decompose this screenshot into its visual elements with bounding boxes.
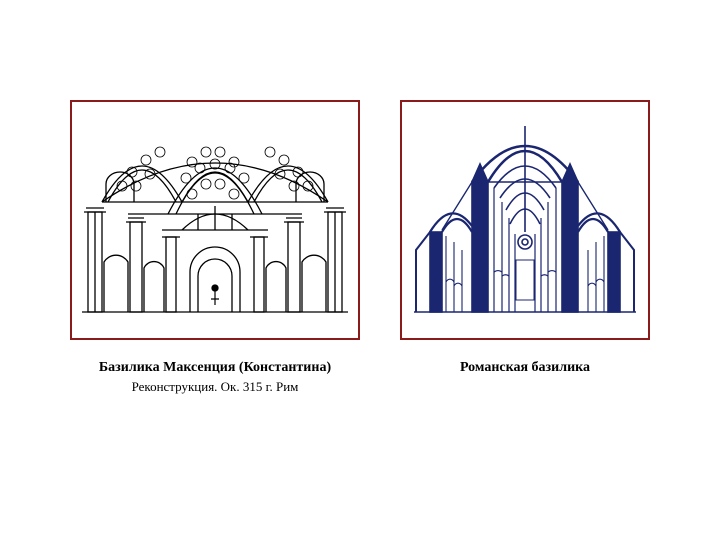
figure-right: Романская базилика — [400, 100, 650, 396]
figure-container: Базилика Максенция (Константина) Реконст… — [0, 0, 720, 396]
image-frame-left — [70, 100, 360, 340]
caption-right: Романская базилика — [460, 358, 590, 378]
caption-left-subtitle: Реконструкция. Ок. 315 г. Рим — [99, 378, 331, 396]
caption-left-title: Базилика Максенция (Константина) — [99, 358, 331, 378]
image-frame-right — [400, 100, 650, 340]
figure-left: Базилика Максенция (Константина) Реконст… — [70, 100, 360, 396]
basilica-maxentius-drawing — [72, 102, 358, 338]
caption-left: Базилика Максенция (Константина) Реконст… — [99, 358, 331, 396]
caption-right-title: Романская базилика — [460, 358, 590, 378]
romanesque-basilica-drawing — [402, 102, 648, 338]
